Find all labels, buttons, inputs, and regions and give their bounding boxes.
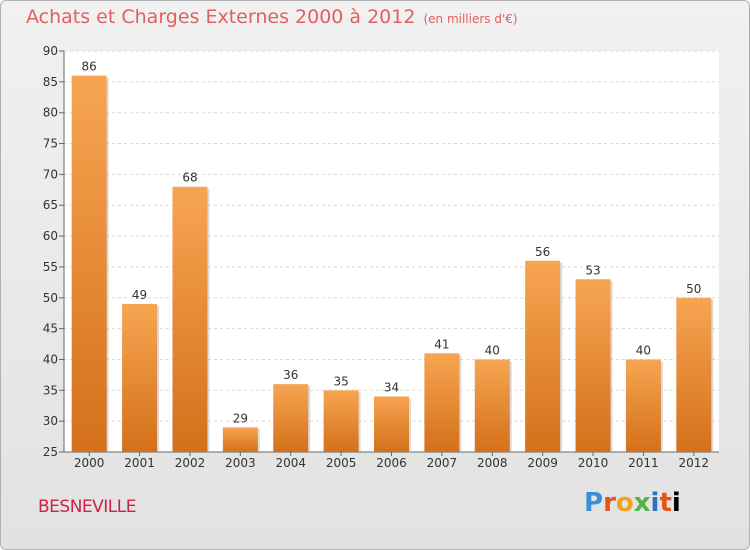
logo-letter: i [671,488,681,518]
logo-letter: t [659,488,672,518]
bar [323,390,359,452]
bar [222,427,258,452]
y-tick-label: 60 [43,229,58,243]
bar-value-label: 50 [686,282,701,296]
y-tick-label: 50 [43,291,58,305]
y-tick-label: 40 [43,352,58,366]
bar-value-label: 56 [535,245,550,259]
bar-value-label: 40 [636,343,651,357]
bar [575,279,611,452]
bar [122,303,158,452]
x-tick-label: 2002 [175,456,206,470]
y-tick-label: 80 [43,106,58,120]
bar [474,359,510,452]
x-tick-label: 2000 [74,456,105,470]
bar [71,75,107,452]
y-tick-label: 25 [43,445,58,459]
logo-letter: P [584,488,604,518]
bar-value-label: 36 [283,368,298,382]
x-tick-label: 2001 [124,456,155,470]
bar [273,384,309,452]
bar-value-label: 35 [333,374,348,388]
logo-letter: r [603,488,616,518]
y-tick-label: 85 [43,75,58,89]
chart-title: Achats et Charges Externes 2000 à 2012 (e… [26,6,518,28]
y-tick-label: 35 [43,383,58,397]
bar [424,353,460,452]
x-tick-label: 2006 [376,456,407,470]
bar [525,260,561,452]
bar-value-label: 49 [132,288,147,302]
bar [172,186,208,452]
bar-value-label: 41 [434,337,449,351]
logo-letter: x [633,488,651,518]
x-tick-label: 2008 [477,456,508,470]
y-tick-label: 70 [43,167,58,181]
bar [625,359,661,452]
x-tick-label: 2007 [427,456,458,470]
logo-letter: i [650,488,660,518]
y-tick-label: 90 [43,44,58,58]
y-tick-label: 30 [43,414,58,428]
bar-value-label: 29 [233,411,248,425]
bar-value-label: 86 [82,60,97,74]
bar [676,297,712,452]
y-tick-label: 65 [43,198,58,212]
x-tick-label: 2004 [275,456,306,470]
x-tick-label: 2011 [628,456,659,470]
x-tick-label: 2003 [225,456,256,470]
x-tick-label: 2009 [527,456,558,470]
chart-subtitle: (en milliers d'€) [423,12,518,26]
logo-letter: o [615,488,634,518]
x-tick-label: 2012 [679,456,710,470]
bar-value-label: 68 [182,171,197,185]
bar-value-label: 40 [485,343,500,357]
y-tick-label: 75 [43,137,58,151]
place-name: BESNEVILLE [38,497,136,517]
x-tick-label: 2010 [578,456,609,470]
y-tick-label: 45 [43,322,58,336]
bar [374,396,409,452]
bar-value-label: 34 [384,380,399,394]
chart-title-text: Achats et Charges Externes 2000 à 2012 [26,6,416,28]
x-tick-label: 2005 [326,456,357,470]
y-tick-label: 55 [43,260,58,274]
bar-value-label: 53 [585,263,600,277]
proxiti-logo: Proxiti [584,488,681,518]
